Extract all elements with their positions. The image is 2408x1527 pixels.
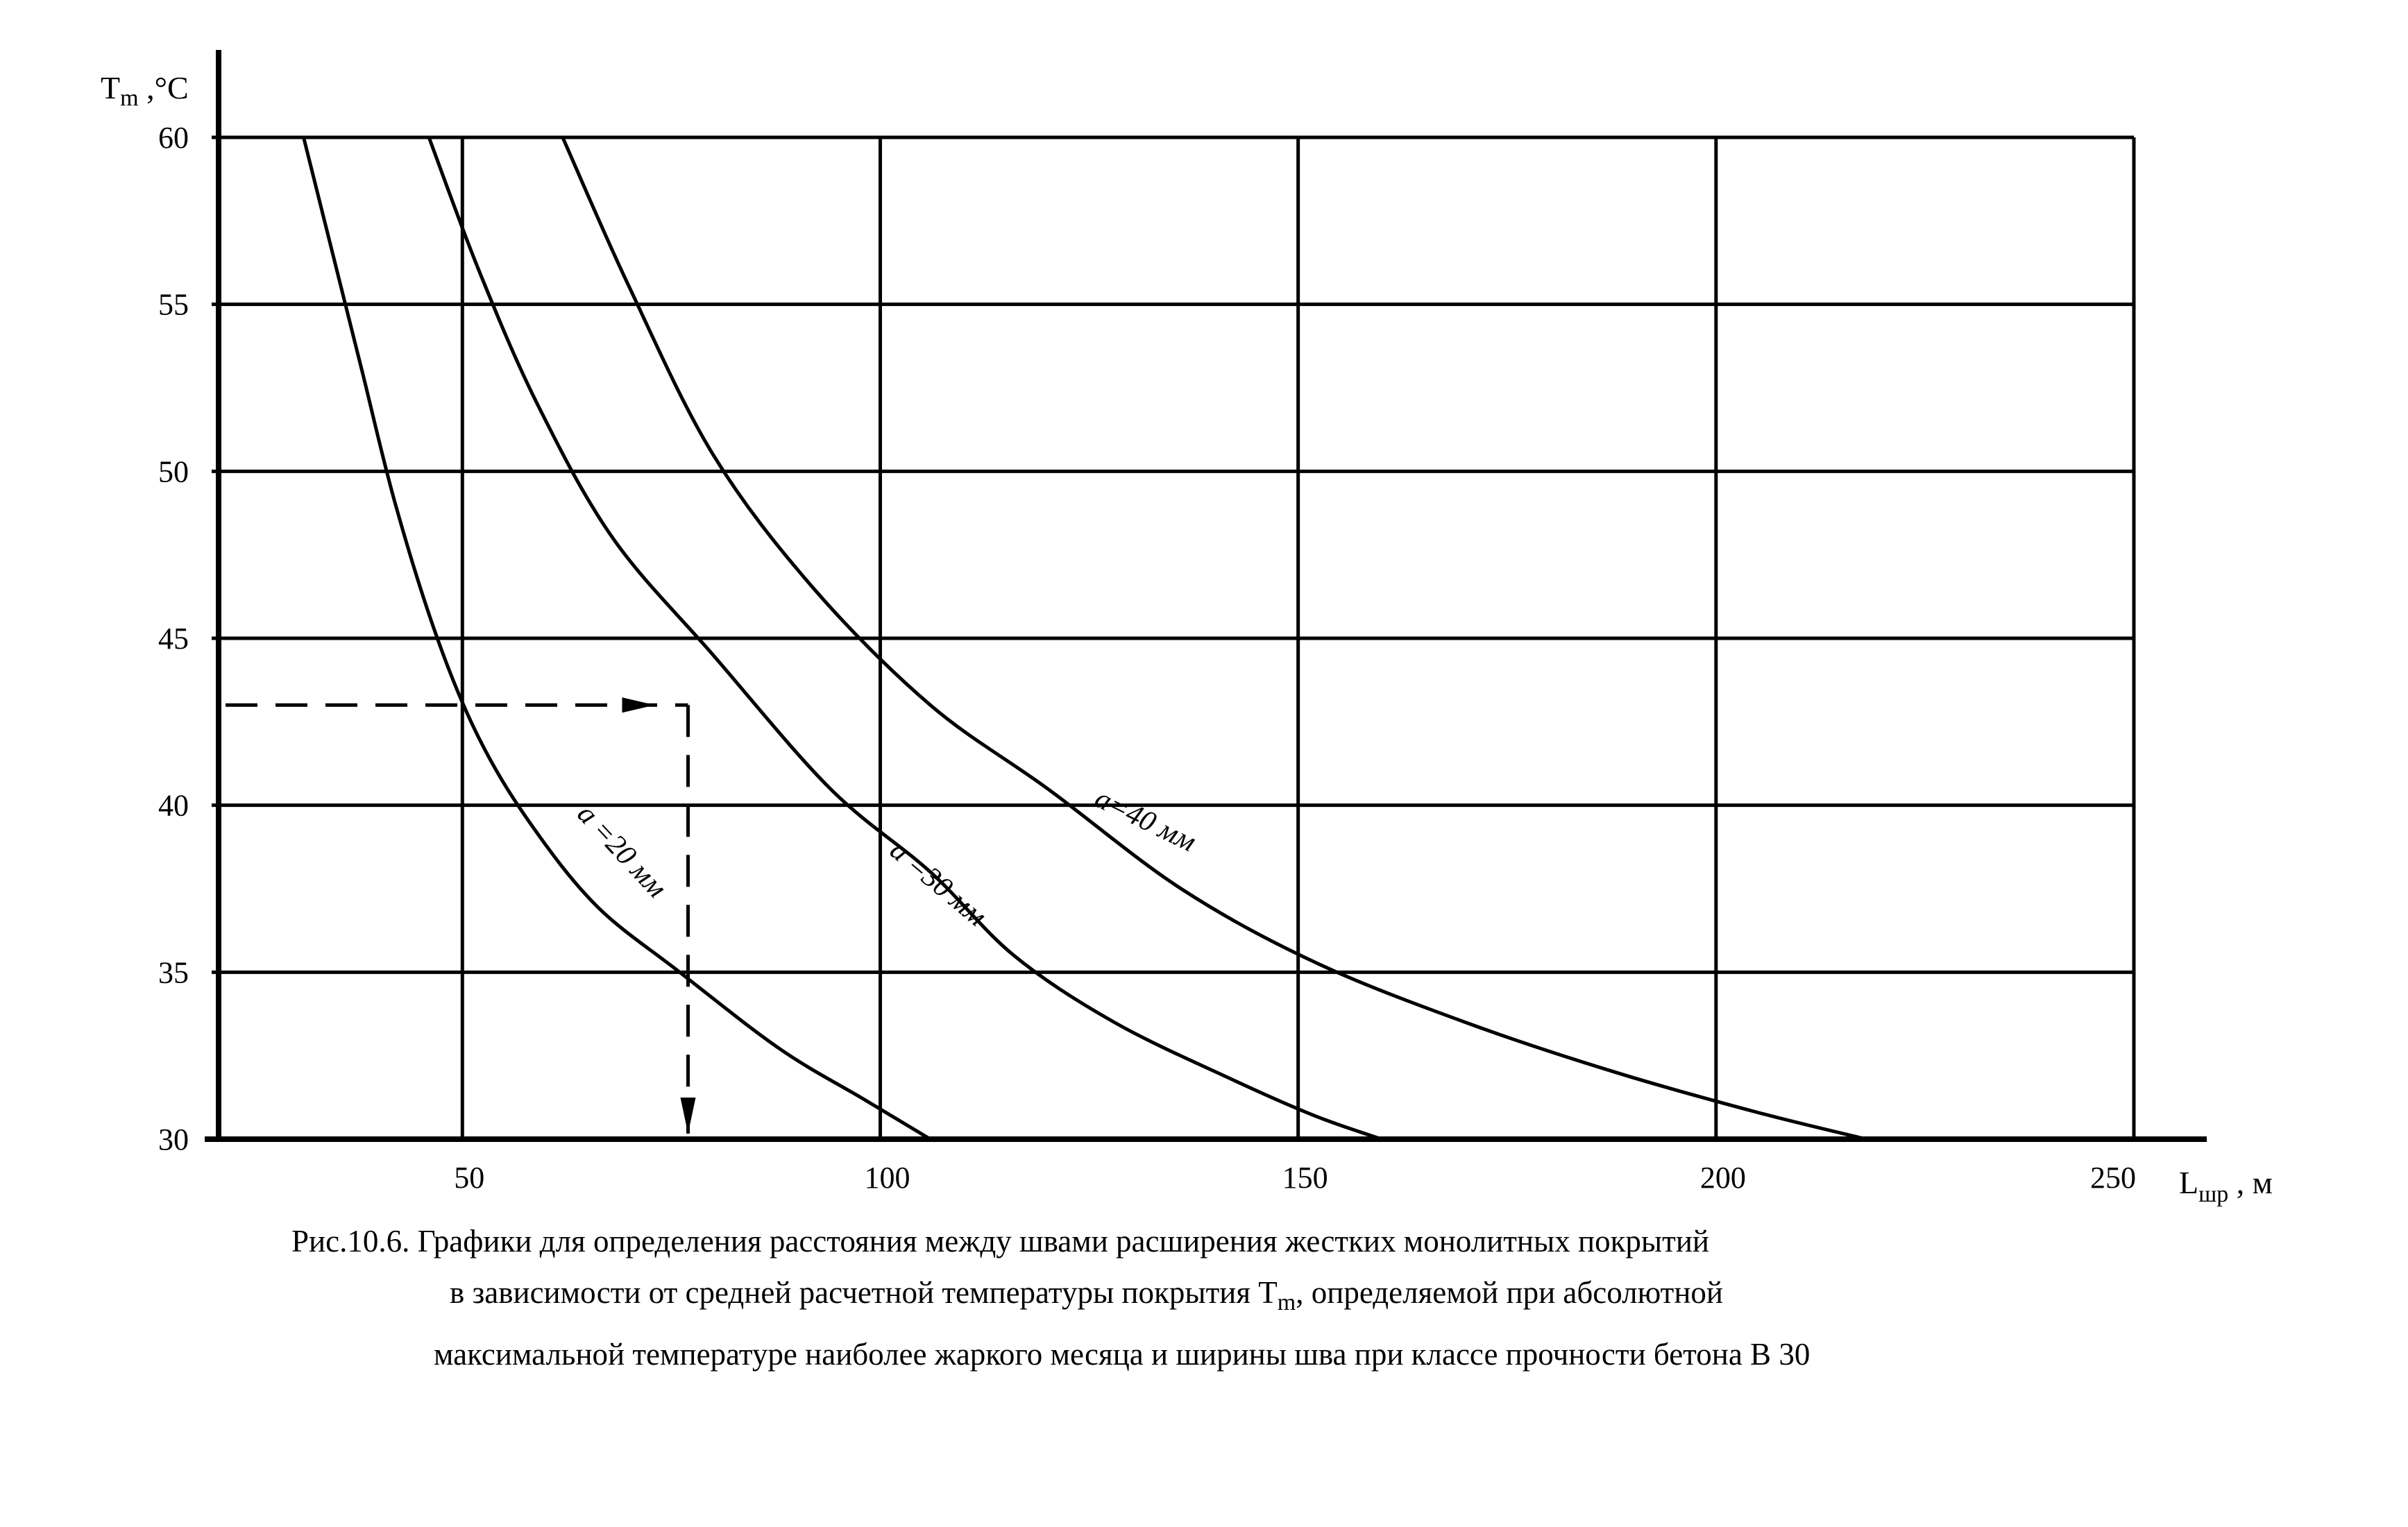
grid [212, 135, 2136, 1139]
axes [205, 50, 2207, 1142]
x-tick-label-50: 50 [454, 1161, 484, 1195]
x-tick-label-200: 200 [1700, 1161, 1746, 1195]
figure-caption: Рис.10.6. Графики для определения рассто… [291, 1215, 1810, 1380]
dashed-reading-arrow [226, 697, 696, 1134]
curve-label-3: a=40 мм [1090, 783, 1201, 858]
x-tick-label-100: 100 [864, 1161, 910, 1195]
curve-series-2 [427, 137, 1382, 1141]
caption-line-2-sub: m [1277, 1290, 1296, 1315]
curves [302, 136, 1867, 1141]
arrowhead-right [622, 697, 655, 713]
y-tick-label-40: 40 [158, 789, 189, 823]
y-tick-label-55: 55 [158, 288, 189, 322]
curve-label-2: a =30 мм [884, 834, 993, 932]
y-axis-title: Tm ,°C [101, 70, 189, 111]
y-tick-label-45: 45 [158, 622, 189, 656]
y-tick-label-50: 50 [158, 454, 189, 488]
caption-line-2: в зависимости от средней расчетной темпе… [291, 1267, 1810, 1329]
curve-series-1 [302, 137, 931, 1141]
x-tick-label-250: 250 [2090, 1161, 2136, 1195]
y-tick-label-35: 35 [158, 955, 189, 989]
curve-series-3 [561, 136, 1867, 1141]
caption-line-3: максимальной температуре наиболее жарког… [434, 1337, 1811, 1372]
x-tick-label-150: 150 [1282, 1161, 1328, 1195]
tick-labels: 30 35 40 45 50 55 60 50 100 150 200 250 [158, 121, 2136, 1195]
arrowhead-down [680, 1098, 696, 1134]
x-axis-title: Lшр , м [2179, 1165, 2273, 1207]
caption-line-1: Рис.10.6. Графики для определения рассто… [291, 1224, 1709, 1259]
y-tick-label-30: 30 [158, 1123, 189, 1157]
curve-label-1: a =20 мм [571, 798, 673, 904]
y-tick-label-60: 60 [158, 121, 189, 155]
caption-line-2-rest: , определяемой при абсолютной [1296, 1275, 1723, 1310]
caption-line-2-text: в зависимости от средней расчетной темпе… [450, 1275, 1278, 1310]
